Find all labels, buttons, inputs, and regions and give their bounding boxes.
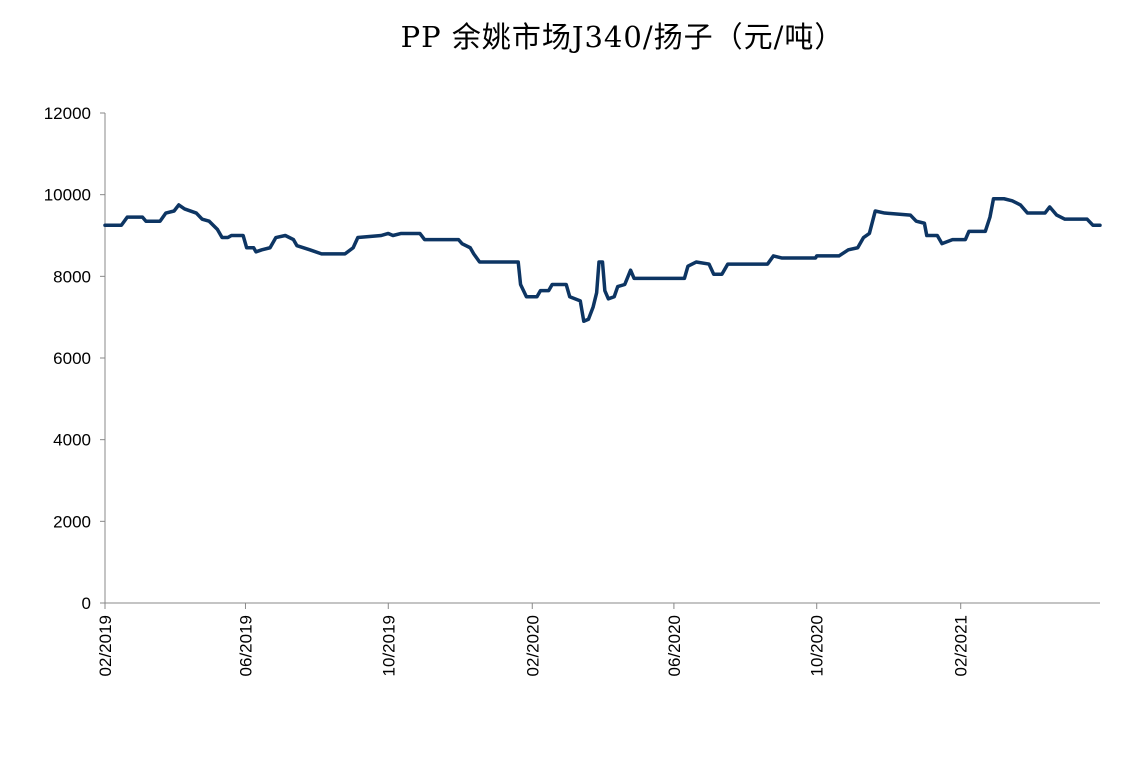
y-tick-label: 2000	[53, 512, 91, 531]
x-tick-label: 02/2020	[523, 615, 542, 676]
series-group	[103, 197, 1102, 323]
x-tick-label: 10/2019	[379, 615, 398, 676]
series-line-0	[103, 197, 1102, 323]
y-tick-label: 8000	[53, 267, 91, 286]
x-tick-label: 02/2019	[96, 615, 115, 676]
y-tick-label: 12000	[44, 104, 91, 123]
x-axis: 02/2019 06/2019 10/2019 02/2020 06/2020 10/20…	[96, 602, 1100, 676]
y-axis: 0 2000 4000 6000 8000 10000 12000	[44, 104, 106, 613]
chart-title: PP 余姚市场J340/扬子（元/吨）	[400, 20, 845, 54]
x-tick-label: 06/2020	[665, 615, 684, 676]
y-tick-label: 0	[82, 594, 91, 613]
x-tick-label: 10/2020	[808, 615, 827, 676]
y-tick-label: 10000	[44, 186, 91, 205]
y-tick-label: 4000	[53, 431, 91, 450]
x-tick-label: 06/2019	[236, 615, 255, 676]
x-tick-label: 02/2021	[952, 615, 971, 676]
y-tick-label: 6000	[53, 349, 91, 368]
